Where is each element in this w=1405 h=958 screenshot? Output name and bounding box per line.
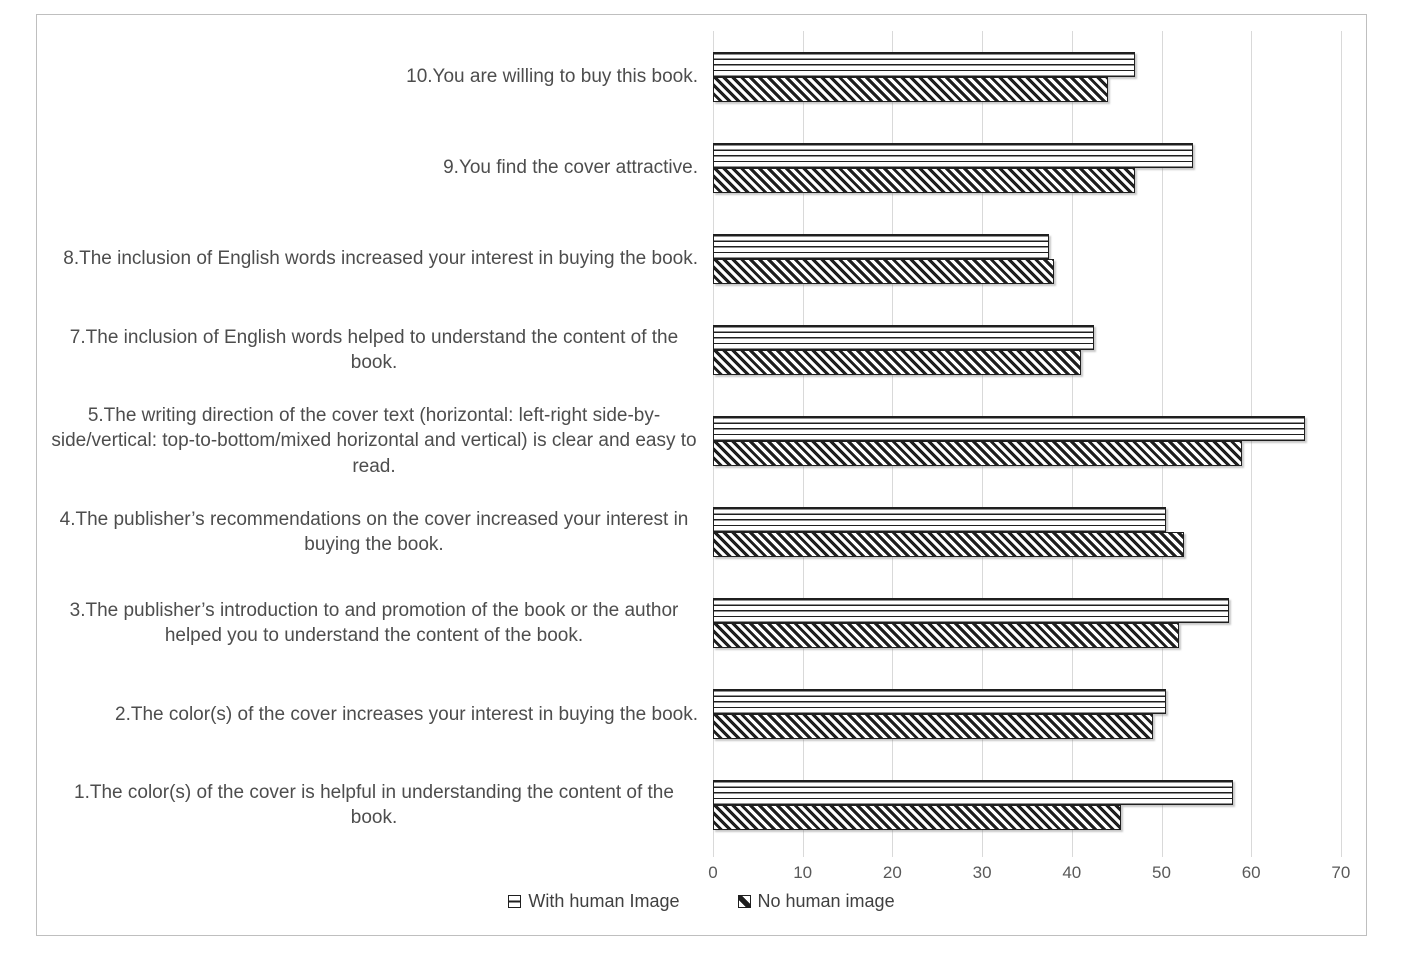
category-cell: 7.The inclusion of English words helped … — [37, 325, 713, 375]
bars-cell — [713, 324, 1367, 375]
category-label: 7.The inclusion of English words helped … — [69, 326, 679, 373]
bar-row: 3.The publisher’s introduction to and pr… — [37, 578, 1367, 669]
bars-cell — [713, 507, 1367, 558]
category-label: 4.The publisher’s recommendations on the… — [59, 509, 689, 556]
category-cell: 1.The color(s) of the cover is helpful i… — [37, 780, 713, 830]
category-cell: 5.The writing direction of the cover tex… — [37, 403, 713, 478]
no-human-image-swatch-icon — [737, 895, 751, 908]
bar-with-human-image — [713, 598, 1229, 624]
bar-no-human-image — [713, 532, 1184, 558]
bar-no-human-image — [713, 714, 1153, 740]
bars-cell — [713, 780, 1367, 831]
bar-no-human-image — [713, 623, 1180, 649]
bars-cell — [713, 598, 1367, 649]
axis-tick — [1251, 851, 1253, 857]
category-label: 2.The color(s) of the cover increases yo… — [115, 703, 698, 725]
category-cell: 2.The color(s) of the cover increases yo… — [37, 702, 713, 727]
bar-with-human-image — [713, 233, 1050, 259]
bar-row: 9.You find the cover attractive. — [37, 122, 1367, 213]
x-tick-label: 40 — [1062, 863, 1082, 882]
bar-no-human-image — [713, 349, 1081, 375]
bar-row: 10.You are willing to buy this book. — [37, 31, 1367, 122]
category-cell: 9.You find the cover attractive. — [37, 155, 713, 180]
bar-row: 1.The color(s) of the cover is helpful i… — [37, 760, 1367, 851]
bar-no-human-image — [713, 440, 1243, 466]
x-tick-label: 60 — [1241, 863, 1261, 882]
bar-no-human-image — [713, 805, 1122, 831]
x-tick-label: 0 — [708, 863, 718, 882]
x-tick-label: 20 — [882, 863, 902, 882]
bar-with-human-image — [713, 415, 1306, 441]
gridline — [1251, 31, 1253, 851]
bar-with-human-image — [713, 51, 1135, 77]
bar-row: 2.The color(s) of the cover increases yo… — [37, 669, 1367, 760]
gridline — [1340, 31, 1342, 851]
bars-cell — [713, 415, 1367, 466]
x-tick-label: 10 — [793, 863, 813, 882]
bar-no-human-image — [713, 258, 1054, 284]
axis-tick — [892, 851, 894, 857]
x-tick-label: 50 — [1152, 863, 1171, 882]
bar-with-human-image — [713, 142, 1193, 168]
legend-label: No human image — [757, 891, 895, 911]
category-cell: 3.The publisher’s introduction to and pr… — [37, 598, 713, 648]
axis-tick — [713, 851, 714, 857]
axis-tick — [1071, 851, 1073, 857]
category-label: 9.You find the cover attractive. — [443, 157, 698, 179]
bar-row: 7.The inclusion of English words helped … — [37, 304, 1367, 395]
bar-rows-container: 10.You are willing to buy this book. 9.Yo… — [37, 31, 1367, 851]
axis-tick — [982, 851, 984, 857]
bars-cell — [713, 689, 1367, 740]
x-tick-label: 30 — [972, 863, 992, 882]
axis-tick — [1340, 851, 1342, 857]
legend: With human Image No human image — [37, 891, 1366, 912]
bar-with-human-image — [713, 780, 1234, 806]
bar-row: 5.The writing direction of the cover tex… — [37, 395, 1367, 486]
category-label: 1.The color(s) of the cover is helpful i… — [74, 782, 674, 829]
bar-with-human-image — [713, 689, 1166, 715]
category-cell: 4.The publisher’s recommendations on the… — [37, 507, 713, 557]
category-label: 5.The writing direction of the cover tex… — [51, 405, 697, 477]
x-tick-label: 70 — [1331, 863, 1351, 882]
category-cell: 8.The inclusion of English words increas… — [37, 246, 713, 271]
bar-with-human-image — [713, 507, 1166, 533]
bars-cell — [713, 142, 1367, 193]
legend-label: With human Image — [528, 891, 680, 911]
bars-cell — [713, 51, 1367, 102]
category-label: 8.The inclusion of English words increas… — [63, 248, 698, 270]
bar-no-human-image — [713, 167, 1135, 193]
bar-with-human-image — [713, 324, 1095, 350]
axis-tick — [802, 851, 804, 857]
bar-row: 8.The inclusion of English words increas… — [37, 213, 1367, 304]
category-cell: 10.You are willing to buy this book. — [37, 64, 713, 89]
bars-cell — [713, 233, 1367, 284]
category-label: 10.You are willing to buy this book. — [406, 66, 698, 88]
chart-frame: 10.You are willing to buy this book. 9.Yo… — [36, 14, 1367, 936]
bar-row: 4.The publisher’s recommendations on the… — [37, 487, 1367, 578]
legend-item-with-human-image: With human Image — [508, 891, 680, 912]
bar-no-human-image — [713, 76, 1108, 102]
axis-tick — [1161, 851, 1163, 857]
category-label: 3.The publisher’s introduction to and pr… — [69, 600, 679, 647]
with-human-image-swatch-icon — [508, 895, 522, 908]
legend-item-no-human-image: No human image — [737, 891, 895, 912]
